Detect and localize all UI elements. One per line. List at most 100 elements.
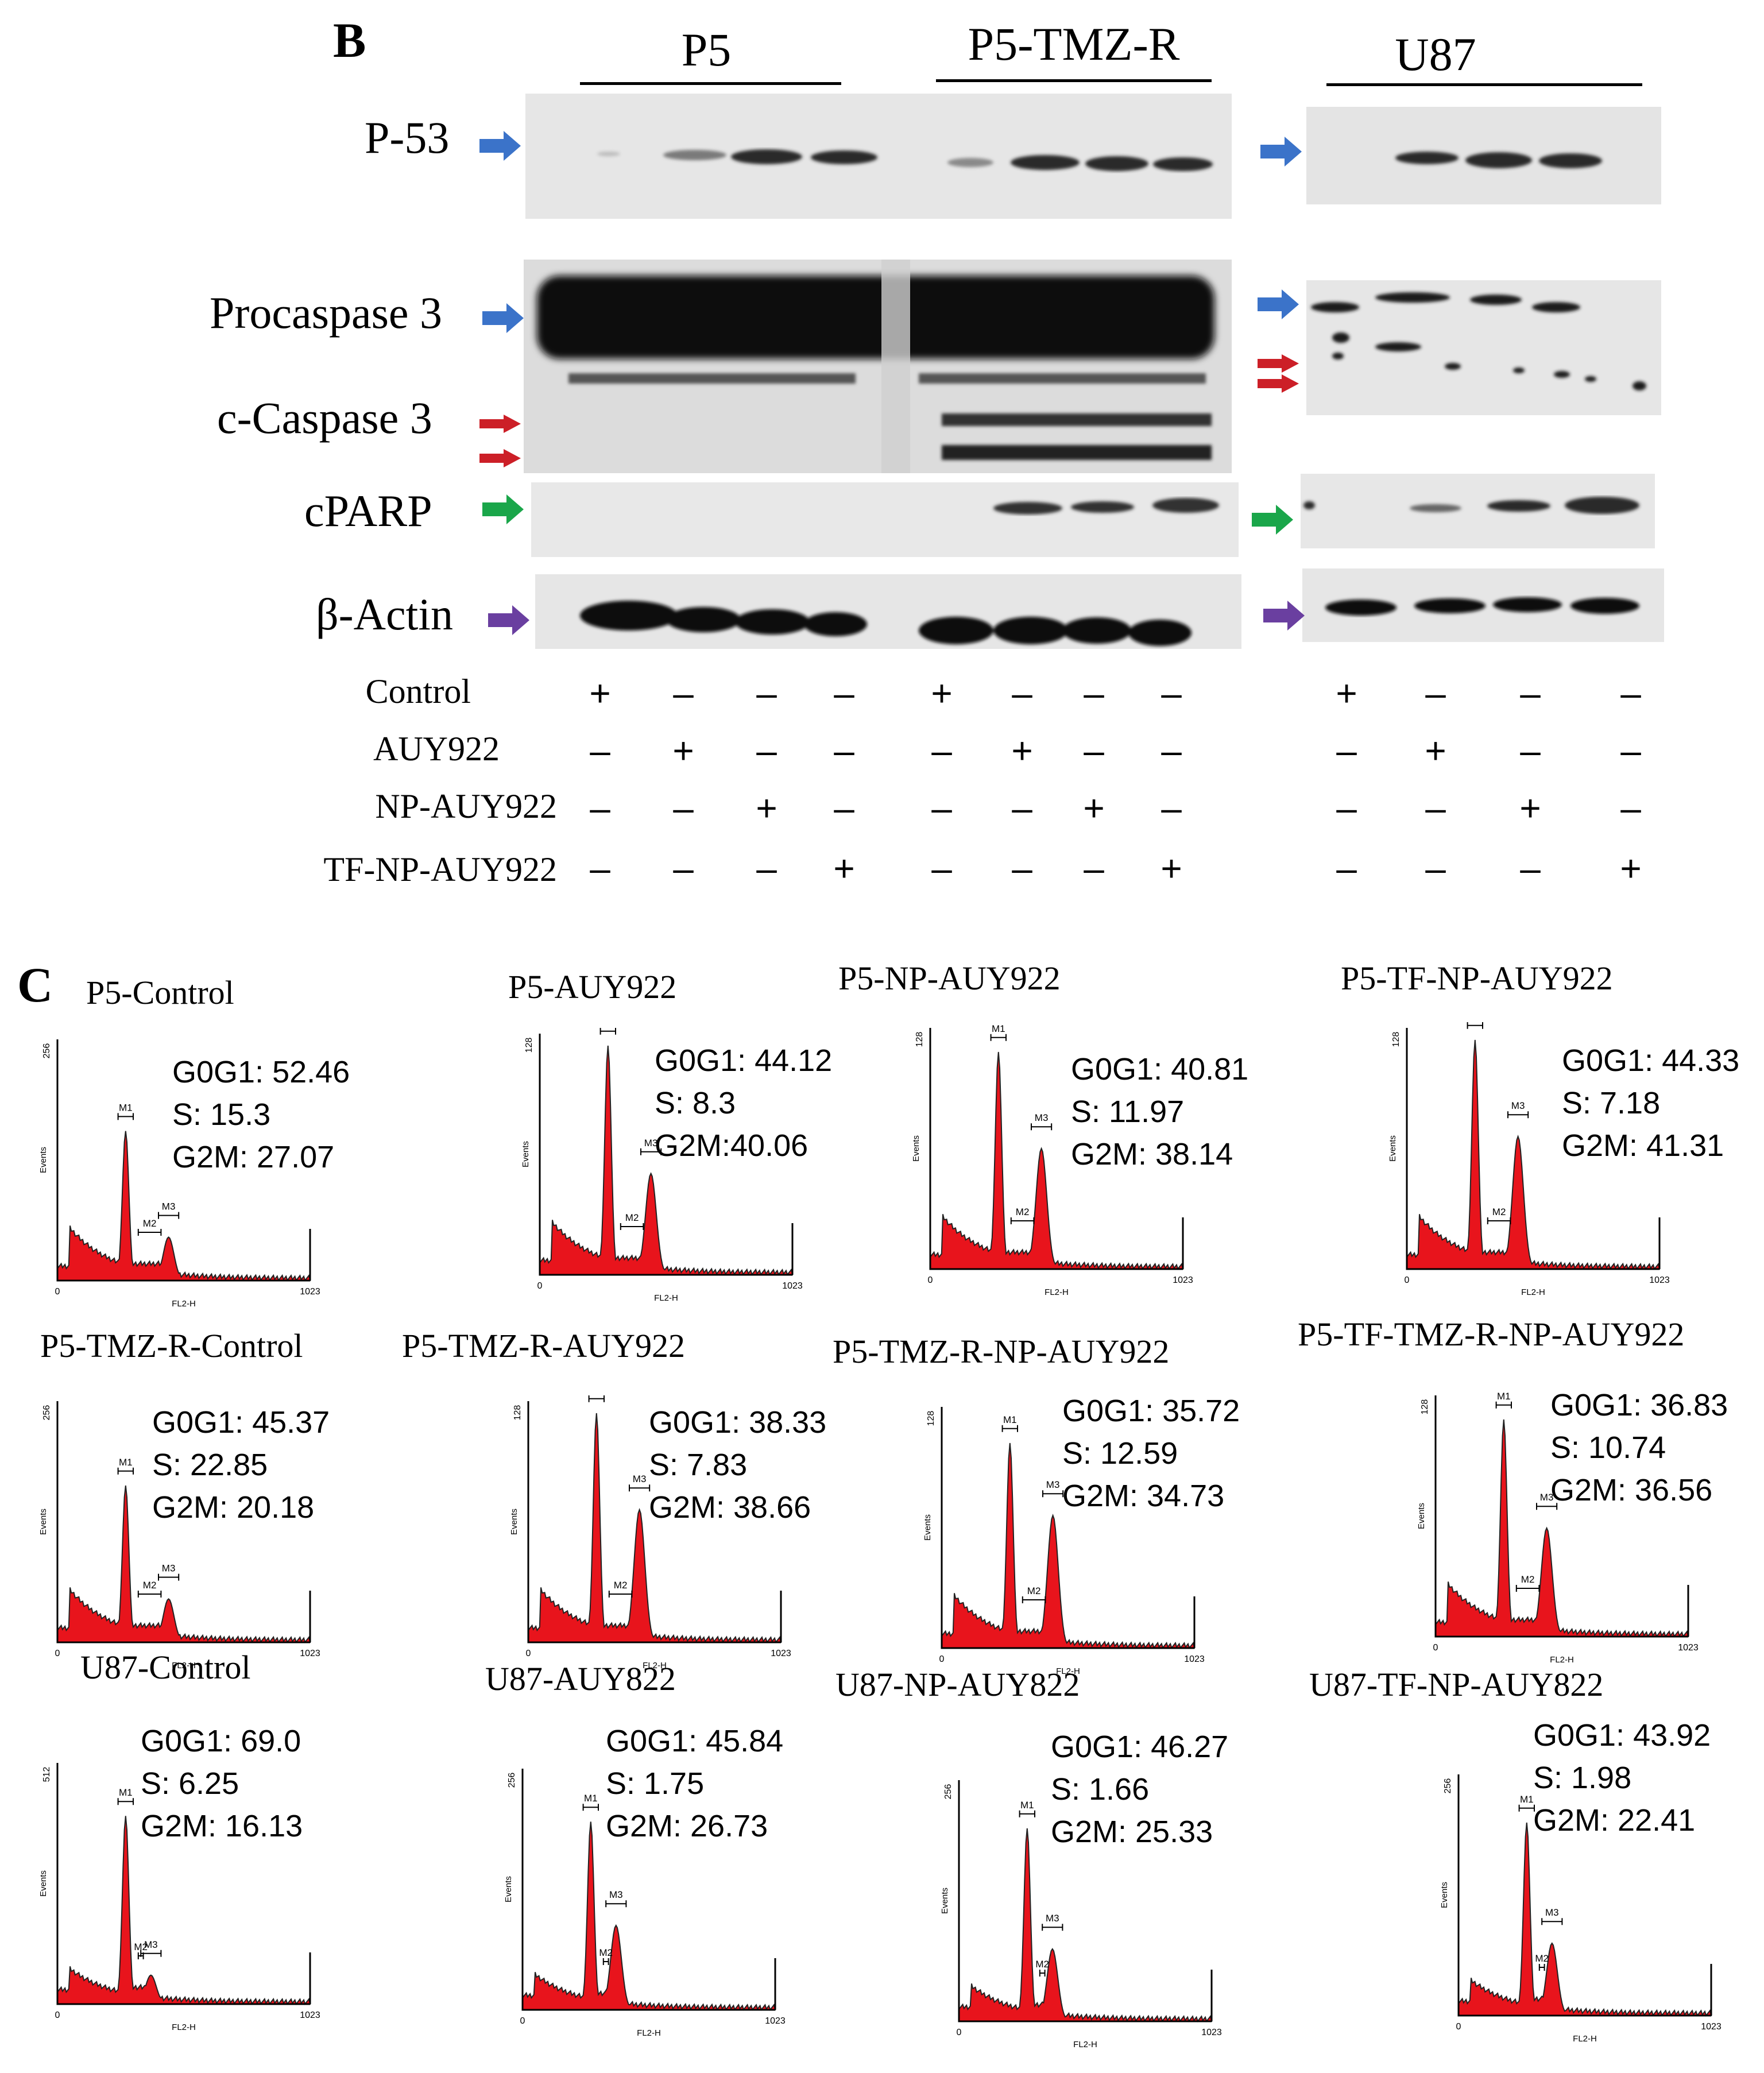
x-axis-min-label: 0	[1433, 1643, 1438, 1653]
x-axis-max-label: 1023	[1701, 2022, 1722, 2032]
gate-label: M2	[1492, 1206, 1506, 1217]
gate-marker	[117, 1798, 134, 1805]
gate-label: M2	[134, 1941, 148, 1952]
gate-label: M3	[633, 1473, 647, 1484]
gate-label: M2	[1035, 1959, 1049, 1970]
histogram-fill	[57, 1131, 311, 1282]
cell-cycle-stat: S: 6.25	[141, 1766, 239, 1801]
condition-sign: –	[1012, 848, 1032, 889]
x-axis-label: FL2-H	[1073, 2040, 1097, 2049]
condition-sign: –	[1425, 672, 1446, 714]
condition-sign: –	[1520, 672, 1541, 714]
condition-sign: +	[1336, 672, 1357, 714]
p53-blot	[525, 94, 1661, 219]
gate-marker	[605, 1900, 627, 1908]
condition-sign: –	[1084, 672, 1104, 714]
histogram-title: P5-Control	[86, 974, 234, 1011]
gate-marker	[1031, 1123, 1053, 1131]
cell-cycle-stat: G0G1: 38.33	[649, 1405, 827, 1440]
gate-label: M2	[1521, 1574, 1535, 1585]
cell-cycle-stat: G2M: 38.14	[1071, 1137, 1233, 1171]
gate-label: M3	[1511, 1100, 1525, 1111]
x-axis-min-label: 0	[957, 2028, 962, 2037]
condition-sign: –	[1161, 672, 1182, 714]
cell-cycle-stat: G0G1: 52.46	[172, 1055, 350, 1089]
gate-marker	[620, 1223, 644, 1230]
y-axis-label: Events	[1388, 1135, 1398, 1162]
gate-label: M3	[1540, 1492, 1554, 1503]
condition-sign: –	[1336, 730, 1357, 771]
histogram-fill	[539, 1045, 793, 1276]
histogram-fill	[958, 1828, 1212, 2022]
cell-cycle-stat: G0G1: 35.72	[1062, 1394, 1240, 1428]
histogram-title: P5-NP-AUY922	[838, 960, 1061, 997]
x-axis-label: FL2-H	[172, 1299, 196, 1309]
histogram-title: P5-AUY922	[508, 968, 677, 1005]
gate-marker	[137, 1591, 162, 1598]
cell-cycle-stat: S: 12.59	[1062, 1436, 1178, 1471]
histogram-axes	[941, 1407, 1196, 1649]
histogram-axes	[56, 1039, 311, 1282]
x-axis-label: FL2-H	[637, 2028, 661, 2038]
western-blot-figure	[479, 94, 1664, 649]
y-axis-label: Events	[521, 1141, 531, 1167]
blot-label-p53: P-53	[365, 113, 450, 163]
blot-label-c-caspase3: c-Caspase 3	[217, 393, 432, 443]
y-axis-label: Events	[1440, 1882, 1449, 1908]
condition-sign: –	[1620, 787, 1641, 829]
blot-label-beta-actin: β-Actin	[316, 589, 453, 639]
gate-marker	[582, 1804, 599, 1811]
gate-label: M2	[614, 1580, 628, 1591]
gate-marker	[1515, 1585, 1540, 1592]
histogram-fill	[930, 1051, 1183, 1270]
histogram-axes	[539, 1034, 794, 1276]
cell-cycle-stat: G0G1: 45.84	[606, 1724, 784, 1758]
cell-cycle-stat: S: 7.18	[1562, 1086, 1661, 1120]
condition-sign: –	[1336, 848, 1357, 889]
condition-sign: –	[756, 672, 777, 714]
x-axis-label: FL2-H	[643, 1661, 667, 1670]
cell-cycle-stat: G2M: 25.33	[1051, 1815, 1213, 1849]
condition-label-control: Control	[365, 672, 471, 710]
gate-label: M1	[1020, 1800, 1034, 1811]
group-line-p5	[580, 82, 841, 85]
cell-cycle-stat: S: 1.75	[606, 1766, 705, 1801]
flow-histogram: M1 M2 M3 256 Events 0 1023 FL2-H	[38, 1039, 320, 1309]
condition-sign: –	[931, 730, 952, 771]
x-axis-max-label: 1023	[765, 2016, 786, 2026]
gate-marker	[1022, 1596, 1046, 1603]
gate-label: M3	[162, 1201, 176, 1212]
flow-histogram: M1 M2 M3 256 Events 0 1023 FL2-H	[38, 1401, 320, 1670]
cell-cycle-stat: G0G1: 43.92	[1533, 1718, 1711, 1753]
gate-marker	[608, 1591, 633, 1598]
condition-sign: –	[1620, 672, 1641, 714]
gate-label: M1	[1003, 1414, 1017, 1425]
condition-label-tf-np-auy922: TF-NP-AUY922	[323, 850, 557, 888]
cell-cycle-stat: G0G1: 44.33	[1562, 1043, 1740, 1078]
gate-label: M1	[584, 1793, 598, 1804]
histogram-title: U87-AUY822	[485, 1660, 676, 1697]
y-axis-label: Events	[1417, 1503, 1426, 1529]
histogram-fill	[528, 1413, 782, 1643]
condition-sign: –	[1520, 730, 1541, 771]
gate-label: M3	[1046, 1479, 1060, 1490]
gate-marker	[1010, 1217, 1035, 1224]
condition-sign: –	[590, 787, 610, 829]
condition-sign: –	[834, 787, 854, 829]
cell-cycle-stat: G0G1: 40.81	[1071, 1052, 1249, 1086]
cell-cycle-stat: S: 10.74	[1550, 1430, 1666, 1465]
condition-sign: –	[1161, 787, 1182, 829]
gate-marker	[1042, 1490, 1064, 1498]
histogram-title: P5-TMZ-R-AUY922	[402, 1327, 685, 1364]
histogram-title: U87-NP-AUY822	[835, 1666, 1080, 1703]
cell-cycle-stat: G2M: 16.13	[141, 1809, 303, 1843]
x-axis-min-label: 0	[55, 1649, 60, 1658]
group-label-p5-tmz-r: P5-TMZ-R	[968, 18, 1180, 70]
y-axis-label: Events	[38, 1870, 48, 1897]
condition-sign: +	[1620, 848, 1642, 889]
y-axis-max-label: 128	[915, 1032, 924, 1047]
condition-sign: –	[1161, 730, 1182, 771]
